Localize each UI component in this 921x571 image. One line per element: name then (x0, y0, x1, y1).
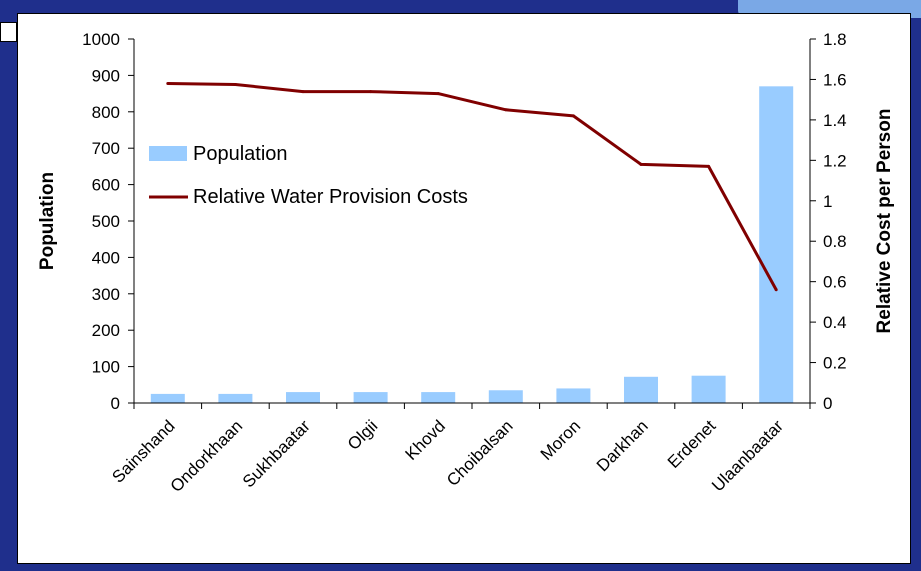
category-label: Choibalsan (443, 416, 517, 490)
population-bar (624, 376, 658, 403)
y-tick-label: 800 (92, 103, 120, 122)
cost-point (504, 108, 508, 112)
y2-tick-label: 1 (823, 192, 832, 211)
population-bar (759, 86, 794, 403)
category-label: Ondorkhaan (167, 416, 247, 496)
population-bar (286, 392, 320, 403)
cost-point (436, 92, 440, 96)
population-bar (353, 392, 388, 403)
y-tick-label: 1000 (82, 30, 120, 49)
y-tick-label: 300 (92, 285, 120, 304)
legend-swatch-population (149, 146, 187, 161)
legend: Population Relative Water Provision Costs (149, 143, 468, 208)
axes (128, 38, 816, 409)
y2-tick-label: 0 (823, 394, 832, 413)
category-label: Olgii (344, 416, 381, 453)
cost-line-series (166, 81, 778, 292)
population-bar (488, 390, 523, 403)
y-tick-label: 500 (92, 212, 120, 231)
cost-point (233, 83, 237, 86)
cost-line (167, 81, 778, 291)
population-bar (421, 392, 456, 403)
legend-label-cost: Relative Water Provision Costs (193, 186, 468, 208)
y-tick-label: 100 (92, 358, 120, 377)
population-bar (691, 375, 726, 403)
y2-tick-label: 0.2 (823, 354, 847, 373)
cost-point (707, 164, 711, 168)
y2-tick-label: 1.6 (823, 70, 847, 89)
combo-chart: 0 100 200 300 400 500 600 700 800 900 1000 0 0.2 0.4 0… (37, 30, 895, 496)
y-axis-title: Population (37, 172, 58, 270)
y-tick-label: 200 (92, 321, 120, 340)
population-bar (556, 388, 591, 403)
population-bar (218, 393, 253, 403)
category-label: Moron (537, 416, 585, 464)
cost-point (369, 90, 373, 94)
cost-point (639, 162, 643, 166)
y2-tick-label: 0.6 (823, 273, 847, 292)
y-tick-label: 700 (92, 139, 120, 158)
y2-axis-title: Relative Cost per Person (874, 109, 895, 334)
y-tick-label: 0 (111, 394, 120, 413)
y-tick-label: 400 (92, 248, 120, 267)
y2-tick-label: 1.2 (823, 151, 847, 170)
population-bars (150, 86, 794, 403)
category-label: Erdenet (664, 416, 720, 472)
category-label: Ulaanbaatar (708, 416, 787, 495)
y-tick-label: 600 (92, 176, 120, 195)
cost-point (571, 114, 575, 118)
y2-tick-label: 0.4 (823, 313, 847, 332)
y2-tick-label: 1.8 (823, 30, 847, 49)
category-label: Darkhan (593, 416, 652, 475)
y-tick-label: 900 (92, 66, 120, 85)
cost-point (166, 81, 170, 85)
cost-point (301, 90, 305, 94)
y2-tick-label: 0.8 (823, 232, 847, 251)
legend-label-population: Population (193, 143, 288, 165)
cost-point (774, 288, 778, 292)
category-label: Sukhbaatar (239, 416, 314, 491)
y2-tick-label: 1.4 (823, 111, 847, 130)
category-label: Sainshand (108, 416, 178, 486)
population-bar (150, 393, 185, 403)
slide-left-tab (0, 22, 17, 42)
chart-panel: 0 100 200 300 400 500 600 700 800 900 1000 0 0.2 0.4 0… (17, 13, 911, 564)
category-label: Khovd (402, 416, 450, 464)
